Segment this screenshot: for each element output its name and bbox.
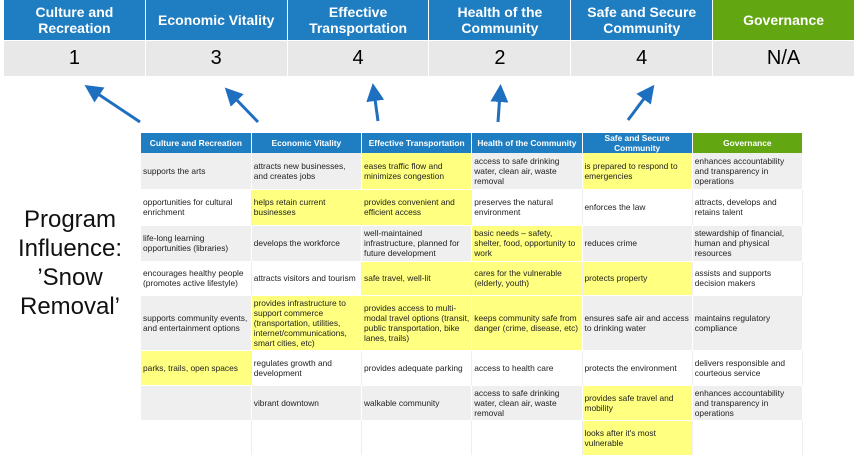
table-cell: stewardship of financial, human and phys…: [692, 225, 804, 262]
table-cell: attracts visitors and tourism: [251, 261, 363, 296]
table-cell: provides convenient and efficient access: [361, 189, 473, 226]
arrow-icon: [490, 84, 509, 123]
table-cell: enforces the law: [582, 189, 693, 226]
summary-score: 4: [571, 40, 714, 76]
table-cell: protects property: [582, 261, 693, 296]
summary-score: 2: [429, 40, 572, 76]
table-row: life-long learning opportunities (librar…: [141, 225, 804, 262]
summary-header: Governance: [713, 0, 855, 40]
table-cell: walkable community: [361, 385, 473, 421]
table-cell: enhances accountability and transparency…: [692, 153, 804, 190]
summary-header: Culture and Recreation: [4, 0, 146, 40]
table-cell: safe travel, well-lit: [361, 261, 473, 296]
table-cell: [471, 420, 583, 456]
table-cell: [141, 385, 252, 421]
table-cell: is prepared to respond to emergencies: [582, 153, 693, 190]
arrow-icon: [224, 87, 260, 124]
arrow-icon: [626, 84, 655, 121]
table-cell: basic needs – safety, shelter, food, opp…: [471, 225, 583, 262]
table-cell: [141, 420, 252, 456]
table-cell: provides infrastructure to support comme…: [251, 295, 363, 351]
table-cell: develops the workforce: [251, 225, 363, 262]
table-cell: ensures safe air and access to drinking …: [582, 295, 693, 351]
column-header: Safe and Secure Community: [582, 133, 693, 153]
summary-header: Effective Transportation: [287, 0, 430, 40]
table-cell: keeps community safe from danger (crime,…: [471, 295, 583, 351]
table-cell: enhances accountability and transparency…: [692, 385, 804, 421]
table-cell: access to health care: [471, 350, 583, 386]
table-cell: parks, trails, open spaces: [141, 350, 252, 386]
table-row: supports community events, and entertain…: [141, 295, 804, 351]
table-cell: reduces crime: [582, 225, 693, 262]
table-row: looks after it's most vulnerable: [141, 420, 804, 456]
column-header: Health of the Community: [471, 133, 583, 153]
column-header: Economic Vitality: [251, 133, 363, 153]
arrow-icon: [84, 85, 141, 124]
column-header: Culture and Recreation: [141, 133, 252, 153]
summary-header: Health of the Community: [429, 0, 572, 40]
program-influence-label: Program Influence: ’Snow Removal’: [17, 206, 123, 320]
summary-score: 4: [287, 40, 430, 76]
summary-scores: Culture and Recreation 1 Economic Vitality…: [4, 0, 855, 76]
table-cell: well-maintained infrastructure, planned …: [361, 225, 473, 262]
table-row: opportunities for cultural enrichment hel…: [141, 189, 804, 226]
arrows: [84, 83, 655, 124]
summary-score: 1: [4, 40, 146, 76]
table-cell: assists and supports decision makers: [692, 261, 804, 296]
summary-header: Safe and Secure Community: [571, 0, 714, 40]
table-cell: provides adequate parking: [361, 350, 473, 386]
table-cell: protects the environment: [582, 350, 693, 386]
influence-table: Culture and Recreation Economic Vitality E…: [141, 133, 804, 456]
table-cell: opportunities for cultural enrichment: [141, 189, 252, 226]
arrow-icon: [366, 83, 385, 122]
table-cell: provides safe travel and mobility: [582, 385, 693, 421]
table-cell: preserves the natural environment: [471, 189, 583, 226]
table-cell: access to safe drinking water, clean air…: [471, 385, 583, 421]
table-cell: encourages healthy people (promotes acti…: [141, 261, 252, 296]
table-cell: attracts, develops and retains talent: [692, 189, 804, 226]
table-cell: cares for the vulnerable (elderly, youth…: [471, 261, 583, 296]
table-cell: helps retain current businesses: [251, 189, 363, 226]
table-cell: attracts new businesses, and creates job…: [251, 153, 363, 190]
table-cell: vibrant downtown: [251, 385, 363, 421]
column-header: Governance: [692, 133, 804, 153]
table-cell: provides access to multi-modal travel op…: [361, 295, 473, 351]
table-cell: life-long learning opportunities (librar…: [141, 225, 252, 262]
table-cell: regulates growth and development: [251, 350, 363, 386]
summary-score: 3: [145, 40, 288, 76]
table-row: encourages healthy people (promotes acti…: [141, 261, 804, 296]
table-cell: maintains regulatory compliance: [692, 295, 804, 351]
table-cell: delivers responsible and courteous servi…: [692, 350, 804, 386]
column-header: Effective Transportation: [361, 133, 473, 153]
table-cell: access to safe drinking water, clean air…: [471, 153, 583, 190]
table-cell: supports community events, and entertain…: [141, 295, 252, 351]
table-cell: [251, 420, 363, 456]
table-cell: supports the arts: [141, 153, 252, 190]
table-cell: looks after it's most vulnerable: [582, 420, 693, 456]
summary-score: N/A: [713, 40, 855, 76]
table-row: vibrant downtown walkable community access…: [141, 385, 804, 421]
table-row: supports the arts attracts new businesses…: [141, 153, 804, 190]
summary-header: Economic Vitality: [145, 0, 288, 40]
table-cell: [361, 420, 473, 456]
table-cell: [692, 420, 804, 456]
table-row: parks, trails, open spaces regulates grow…: [141, 350, 804, 386]
table-cell: eases traffic flow and minimizes congest…: [361, 153, 473, 190]
